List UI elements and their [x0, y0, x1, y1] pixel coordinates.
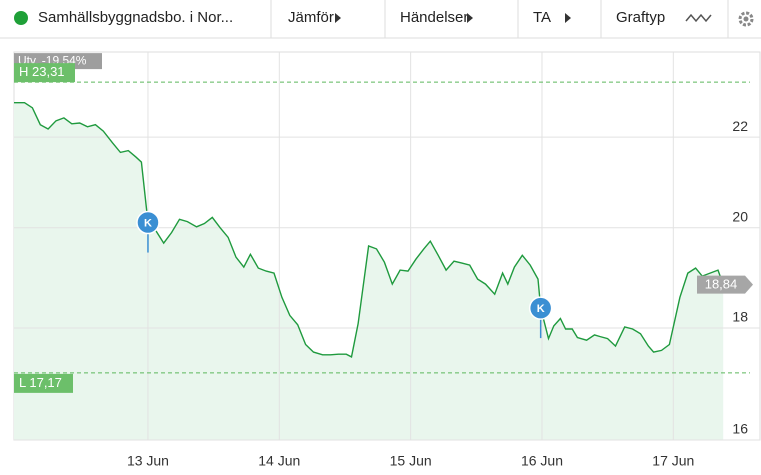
- events-button[interactable]: Händelser: [400, 9, 468, 26]
- x-tick-label: 14 Jun: [258, 453, 300, 469]
- y-tick-label: 20: [732, 208, 748, 224]
- compare-button[interactable]: Jämför: [288, 9, 334, 26]
- dropdown-arrow: [467, 13, 473, 23]
- toolbar: Samhällsbyggnadsbo. i Nor... Jämför Händ…: [0, 0, 761, 39]
- x-tick-label: 13 Jun: [127, 453, 169, 469]
- event-marker: [136, 210, 160, 235]
- low-label-bg: [14, 373, 73, 393]
- dropdown-arrow: [335, 13, 341, 23]
- high-label: H 23,31: [19, 64, 65, 79]
- instrument-dot: [14, 11, 28, 25]
- y-tick-label: 16: [732, 421, 748, 437]
- y-tick-label: 18: [732, 309, 748, 325]
- event-label: K: [144, 217, 152, 229]
- event-marker: [528, 296, 553, 320]
- high-label-bg: [14, 63, 75, 83]
- price-area: [14, 102, 724, 440]
- toolbar-bg: [0, 0, 761, 38]
- last-label: 18,84: [705, 277, 738, 292]
- low-label: L 17,17: [19, 375, 62, 390]
- charttype-button[interactable]: Graftyp: [616, 9, 665, 26]
- event-label: K: [537, 303, 545, 315]
- settings-icon[interactable]: [738, 11, 754, 27]
- instrument-name[interactable]: Samhällsbyggnadsbo. i Nor...: [38, 9, 233, 26]
- y-tick-label: 22: [732, 118, 748, 134]
- last-label-bg: [697, 275, 753, 294]
- ta-button[interactable]: TA: [533, 9, 551, 26]
- charttype-icon: [685, 13, 712, 23]
- price-line: [14, 102, 724, 358]
- x-tick-label: 17 Jun: [652, 453, 694, 469]
- x-tick-label: 16 Jun: [521, 453, 563, 469]
- x-tick-label: 15 Jun: [390, 453, 432, 469]
- dropdown-arrow: [565, 13, 571, 23]
